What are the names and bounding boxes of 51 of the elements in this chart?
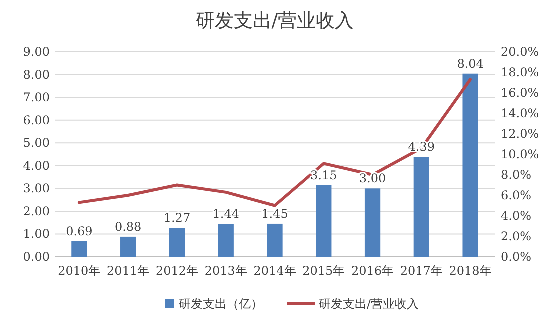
data-label: 3.00 [359, 172, 386, 186]
y-tick-label: 9.00 [23, 45, 50, 59]
bar [169, 228, 186, 257]
y2-tick-label: 2.0% [501, 230, 532, 244]
x-tick-label: 2016年 [352, 264, 394, 278]
x-tick-label: 2018年 [449, 264, 492, 278]
x-tick-label: 2014年 [254, 264, 296, 278]
y2-tick-label: 6.0% [501, 188, 532, 202]
data-label: 1.27 [164, 211, 191, 226]
x-tick-label: 2012年 [156, 264, 198, 278]
x-tick-label: 2011年 [107, 264, 150, 278]
y2-tick-label: 8.0% [501, 168, 532, 182]
y2-tick-label: 20.0% [501, 45, 540, 59]
data-label: 0.69 [66, 224, 93, 238]
bar [72, 241, 88, 257]
data-label: 8.04 [457, 56, 484, 71]
data-label: 1.44 [212, 207, 240, 222]
bar [364, 188, 381, 257]
x-tick-label: 2017年 [400, 264, 443, 278]
data-label: 3.15 [310, 168, 338, 182]
y2-tick-label: 12.0% [501, 127, 540, 141]
y-tick-label: 4.00 [23, 158, 50, 173]
y2-tick-label: 4.0% [501, 209, 532, 223]
y2-tick-label: 0.0% [501, 250, 532, 264]
bar [267, 224, 283, 257]
y-tick-label: 1.00 [23, 227, 50, 242]
y2-tick-label: 18.0% [501, 66, 540, 80]
legend-label: 研发支出（亿） [179, 297, 263, 311]
y2-tick-label: 16.0% [501, 86, 540, 100]
chart-title: 研发支出/营业收入 [196, 10, 354, 32]
bar [120, 236, 136, 257]
y-tick-label: 6.00 [23, 113, 50, 128]
bar [218, 224, 234, 257]
legend-label: 研发支出/营业收入 [319, 297, 420, 311]
bar [414, 157, 430, 257]
y-tick-label: 0.00 [23, 250, 50, 264]
data-label: 0.88 [114, 220, 142, 234]
bar [462, 74, 478, 257]
bar [316, 185, 332, 257]
data-label: 1.45 [262, 206, 288, 221]
y-tick-label: 3.00 [23, 182, 50, 196]
x-tick-label: 2013年 [204, 264, 248, 278]
x-tick-label: 2015年 [302, 264, 346, 278]
y2-tick-label: 10.0% [501, 148, 540, 162]
y-tick-label: 7.00 [23, 90, 50, 105]
y2-tick-label: 14.0% [501, 106, 540, 120]
x-tick-label: 2010年 [58, 264, 101, 278]
y-tick-label: 8.00 [23, 68, 50, 82]
y-tick-label: 5.00 [23, 136, 50, 150]
y-tick-label: 2.00 [23, 204, 50, 218]
line-series [78, 78, 472, 208]
